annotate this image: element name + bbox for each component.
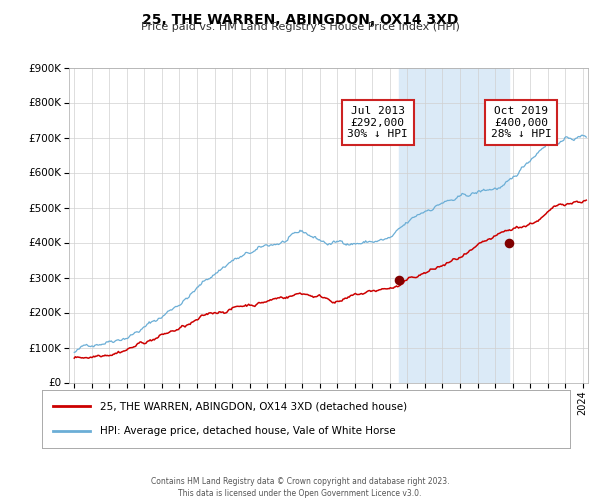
Text: HPI: Average price, detached house, Vale of White Horse: HPI: Average price, detached house, Vale… <box>100 426 396 436</box>
Point <box>395 276 404 284</box>
Text: Jul 2013
£292,000
30% ↓ HPI: Jul 2013 £292,000 30% ↓ HPI <box>347 106 408 139</box>
Bar <box>400 68 509 382</box>
Point <box>504 238 514 246</box>
Text: 25, THE WARREN, ABINGDON, OX14 3XD (detached house): 25, THE WARREN, ABINGDON, OX14 3XD (deta… <box>100 401 407 411</box>
Text: 25, THE WARREN, ABINGDON, OX14 3XD: 25, THE WARREN, ABINGDON, OX14 3XD <box>142 12 458 26</box>
Text: Contains HM Land Registry data © Crown copyright and database right 2023.
This d: Contains HM Land Registry data © Crown c… <box>151 476 449 498</box>
Text: Price paid vs. HM Land Registry's House Price Index (HPI): Price paid vs. HM Land Registry's House … <box>140 22 460 32</box>
Text: Oct 2019
£400,000
28% ↓ HPI: Oct 2019 £400,000 28% ↓ HPI <box>491 106 552 139</box>
